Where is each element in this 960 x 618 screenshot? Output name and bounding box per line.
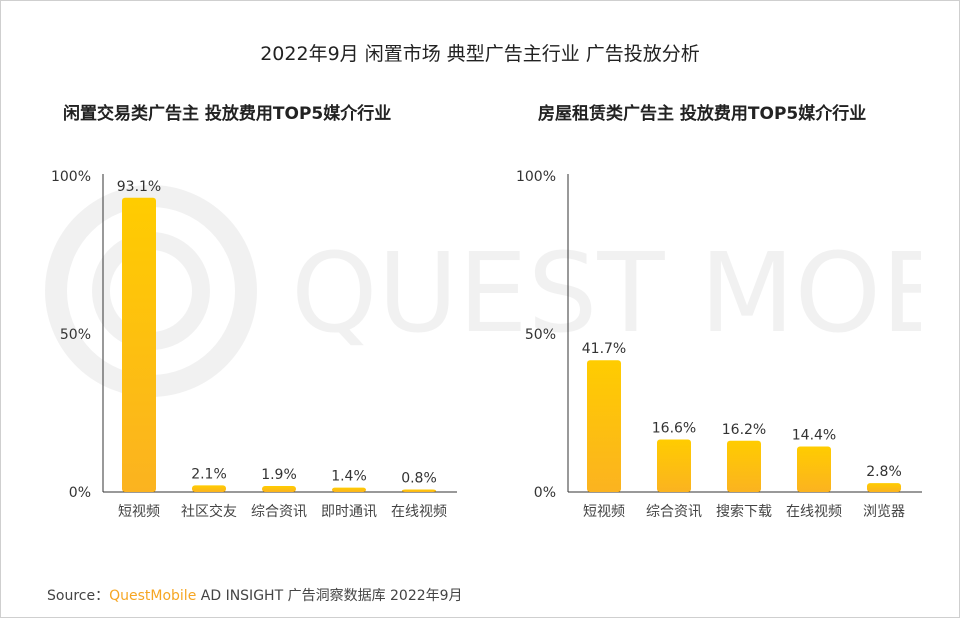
bar <box>262 485 296 492</box>
x-tick-label: 综合资讯 <box>251 504 307 520</box>
data-label: 1.4% <box>331 469 367 485</box>
data-label: 2.1% <box>191 466 227 482</box>
y-tick-label: 0% <box>534 485 556 501</box>
bar <box>727 440 761 492</box>
source-note: Source：QuestMobile AD INSIGHT 广告洞察数据库 20… <box>47 585 463 605</box>
source-brand: QuestMobile <box>109 588 197 604</box>
data-label: 0.8% <box>401 470 437 486</box>
source-text: AD INSIGHT 广告洞察数据库 2022年9月 <box>200 588 463 604</box>
x-tick-label: 在线视频 <box>786 504 842 520</box>
x-tick-label: 综合资讯 <box>646 504 702 520</box>
bar <box>797 446 831 492</box>
y-tick-label: 0% <box>69 485 91 501</box>
page-title: 2022年9月 闲置市场 典型广告主行业 广告投放分析 <box>260 43 700 65</box>
x-tick-label: 搜索下载 <box>716 503 772 520</box>
y-tick-label: 50% <box>60 327 91 343</box>
x-tick-label: 即时通讯 <box>321 504 377 520</box>
data-label: 14.4% <box>792 427 836 443</box>
data-label: 16.2% <box>722 422 766 438</box>
bar <box>122 197 156 492</box>
bar <box>657 439 691 492</box>
x-tick-label: 社区交友 <box>181 503 237 520</box>
data-label: 93.1% <box>117 179 161 195</box>
x-tick-label: 在线视频 <box>391 504 447 520</box>
chart-title-left: 闲置交易类广告主 投放费用TOP5媒介行业 <box>63 104 392 124</box>
y-tick-label: 100% <box>516 169 556 185</box>
x-tick-label: 短视频 <box>118 504 160 520</box>
bar <box>867 483 901 492</box>
x-tick-label: 浏览器 <box>863 504 905 520</box>
bar <box>192 485 226 492</box>
y-tick-label: 100% <box>51 169 91 185</box>
bar <box>402 489 436 492</box>
bar <box>332 487 366 492</box>
source-label: Source： <box>47 588 110 604</box>
bar <box>587 360 621 492</box>
x-tick-label: 短视频 <box>583 504 625 520</box>
data-label: 2.8% <box>866 464 902 480</box>
data-label: 1.9% <box>261 467 297 483</box>
y-tick-label: 50% <box>525 327 556 343</box>
chart-title-right: 房屋租赁类广告主 投放费用TOP5媒介行业 <box>538 104 867 124</box>
watermark-text: QUEST MOBILE <box>291 229 921 357</box>
data-label: 41.7% <box>582 341 626 357</box>
data-label: 16.6% <box>652 421 696 437</box>
charts: 0% 50% 100% 93.1% 短视频 2.1% 社区交友 1.9% 综合资讯 1.4% 即时通… <box>51 169 922 520</box>
